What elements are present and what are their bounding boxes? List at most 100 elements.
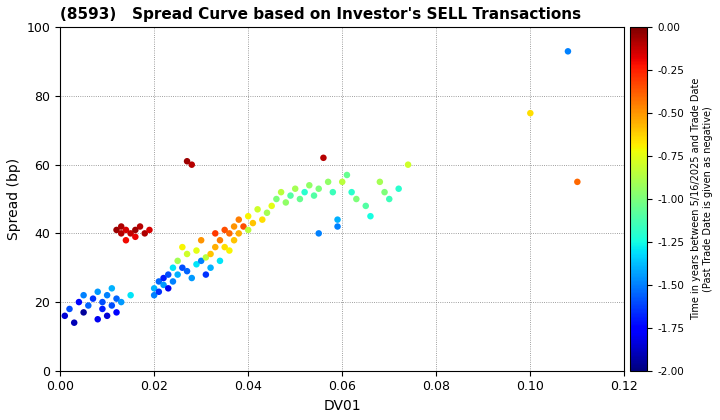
Point: [153, 278, 165, 285]
Point: [163, 271, 174, 278]
Point: [243, 226, 254, 233]
Point: [256, 216, 268, 223]
Point: [299, 189, 310, 196]
Point: [360, 202, 372, 209]
Point: [106, 302, 117, 309]
Point: [195, 257, 207, 264]
Point: [115, 299, 127, 305]
Point: [167, 278, 179, 285]
Point: [332, 223, 343, 230]
Point: [228, 237, 240, 244]
Point: [327, 189, 338, 196]
Point: [374, 178, 386, 185]
Point: [186, 161, 197, 168]
Point: [120, 226, 132, 233]
Point: [313, 185, 325, 192]
Point: [351, 196, 362, 202]
Point: [289, 185, 301, 192]
Point: [402, 161, 414, 168]
Point: [204, 264, 216, 271]
Point: [167, 264, 179, 271]
Point: [204, 251, 216, 257]
Point: [313, 230, 325, 237]
Point: [275, 189, 287, 196]
Text: (8593)   Spread Curve based on Investor's SELL Transactions: (8593) Spread Curve based on Investor's …: [60, 7, 581, 22]
Point: [163, 285, 174, 292]
Point: [238, 223, 249, 230]
Point: [215, 257, 226, 264]
Point: [125, 292, 136, 299]
Point: [111, 295, 122, 302]
Point: [304, 182, 315, 189]
Point: [562, 48, 574, 55]
Point: [365, 213, 377, 220]
Point: [186, 275, 197, 281]
Point: [219, 244, 230, 250]
Point: [181, 158, 193, 165]
Point: [181, 251, 193, 257]
Point: [215, 237, 226, 244]
Point: [572, 178, 583, 185]
Point: [106, 285, 117, 292]
Point: [176, 244, 188, 250]
Point: [115, 230, 127, 237]
Point: [148, 292, 160, 299]
Point: [525, 110, 536, 116]
Point: [87, 295, 99, 302]
Point: [261, 210, 273, 216]
Point: [111, 226, 122, 233]
Point: [308, 192, 320, 199]
Point: [158, 281, 169, 288]
Point: [332, 216, 343, 223]
Point: [210, 244, 221, 250]
Point: [153, 289, 165, 295]
Point: [379, 189, 390, 196]
Y-axis label: Time in years between 5/16/2025 and Trade Date
(Past Trade Date is given as nega: Time in years between 5/16/2025 and Trad…: [691, 78, 713, 320]
Point: [200, 254, 212, 261]
Point: [158, 275, 169, 281]
Point: [224, 230, 235, 237]
Point: [210, 230, 221, 237]
Point: [111, 309, 122, 316]
Point: [102, 292, 113, 299]
Point: [336, 178, 348, 185]
Point: [228, 223, 240, 230]
Point: [224, 247, 235, 254]
Point: [134, 223, 145, 230]
Point: [191, 247, 202, 254]
Point: [148, 285, 160, 292]
Point: [144, 226, 156, 233]
Point: [323, 178, 334, 185]
Point: [176, 264, 188, 271]
Point: [243, 213, 254, 220]
Point: [59, 312, 71, 319]
Point: [294, 196, 306, 202]
Point: [92, 316, 104, 323]
Y-axis label: Spread (bp): Spread (bp): [7, 158, 21, 240]
Point: [78, 309, 89, 316]
Point: [78, 292, 89, 299]
Point: [284, 192, 296, 199]
Point: [384, 196, 395, 202]
Point: [125, 230, 136, 237]
Point: [181, 268, 193, 275]
Point: [219, 226, 230, 233]
X-axis label: DV01: DV01: [323, 399, 361, 413]
Point: [341, 172, 353, 178]
Point: [83, 302, 94, 309]
Point: [92, 289, 104, 295]
Point: [200, 271, 212, 278]
Point: [73, 299, 85, 305]
Point: [120, 237, 132, 244]
Point: [233, 216, 245, 223]
Point: [393, 185, 405, 192]
Point: [266, 202, 277, 209]
Point: [115, 223, 127, 230]
Point: [247, 220, 258, 226]
Point: [172, 257, 184, 264]
Point: [68, 319, 80, 326]
Point: [172, 271, 184, 278]
Point: [252, 206, 264, 213]
Point: [195, 237, 207, 244]
Point: [130, 226, 141, 233]
